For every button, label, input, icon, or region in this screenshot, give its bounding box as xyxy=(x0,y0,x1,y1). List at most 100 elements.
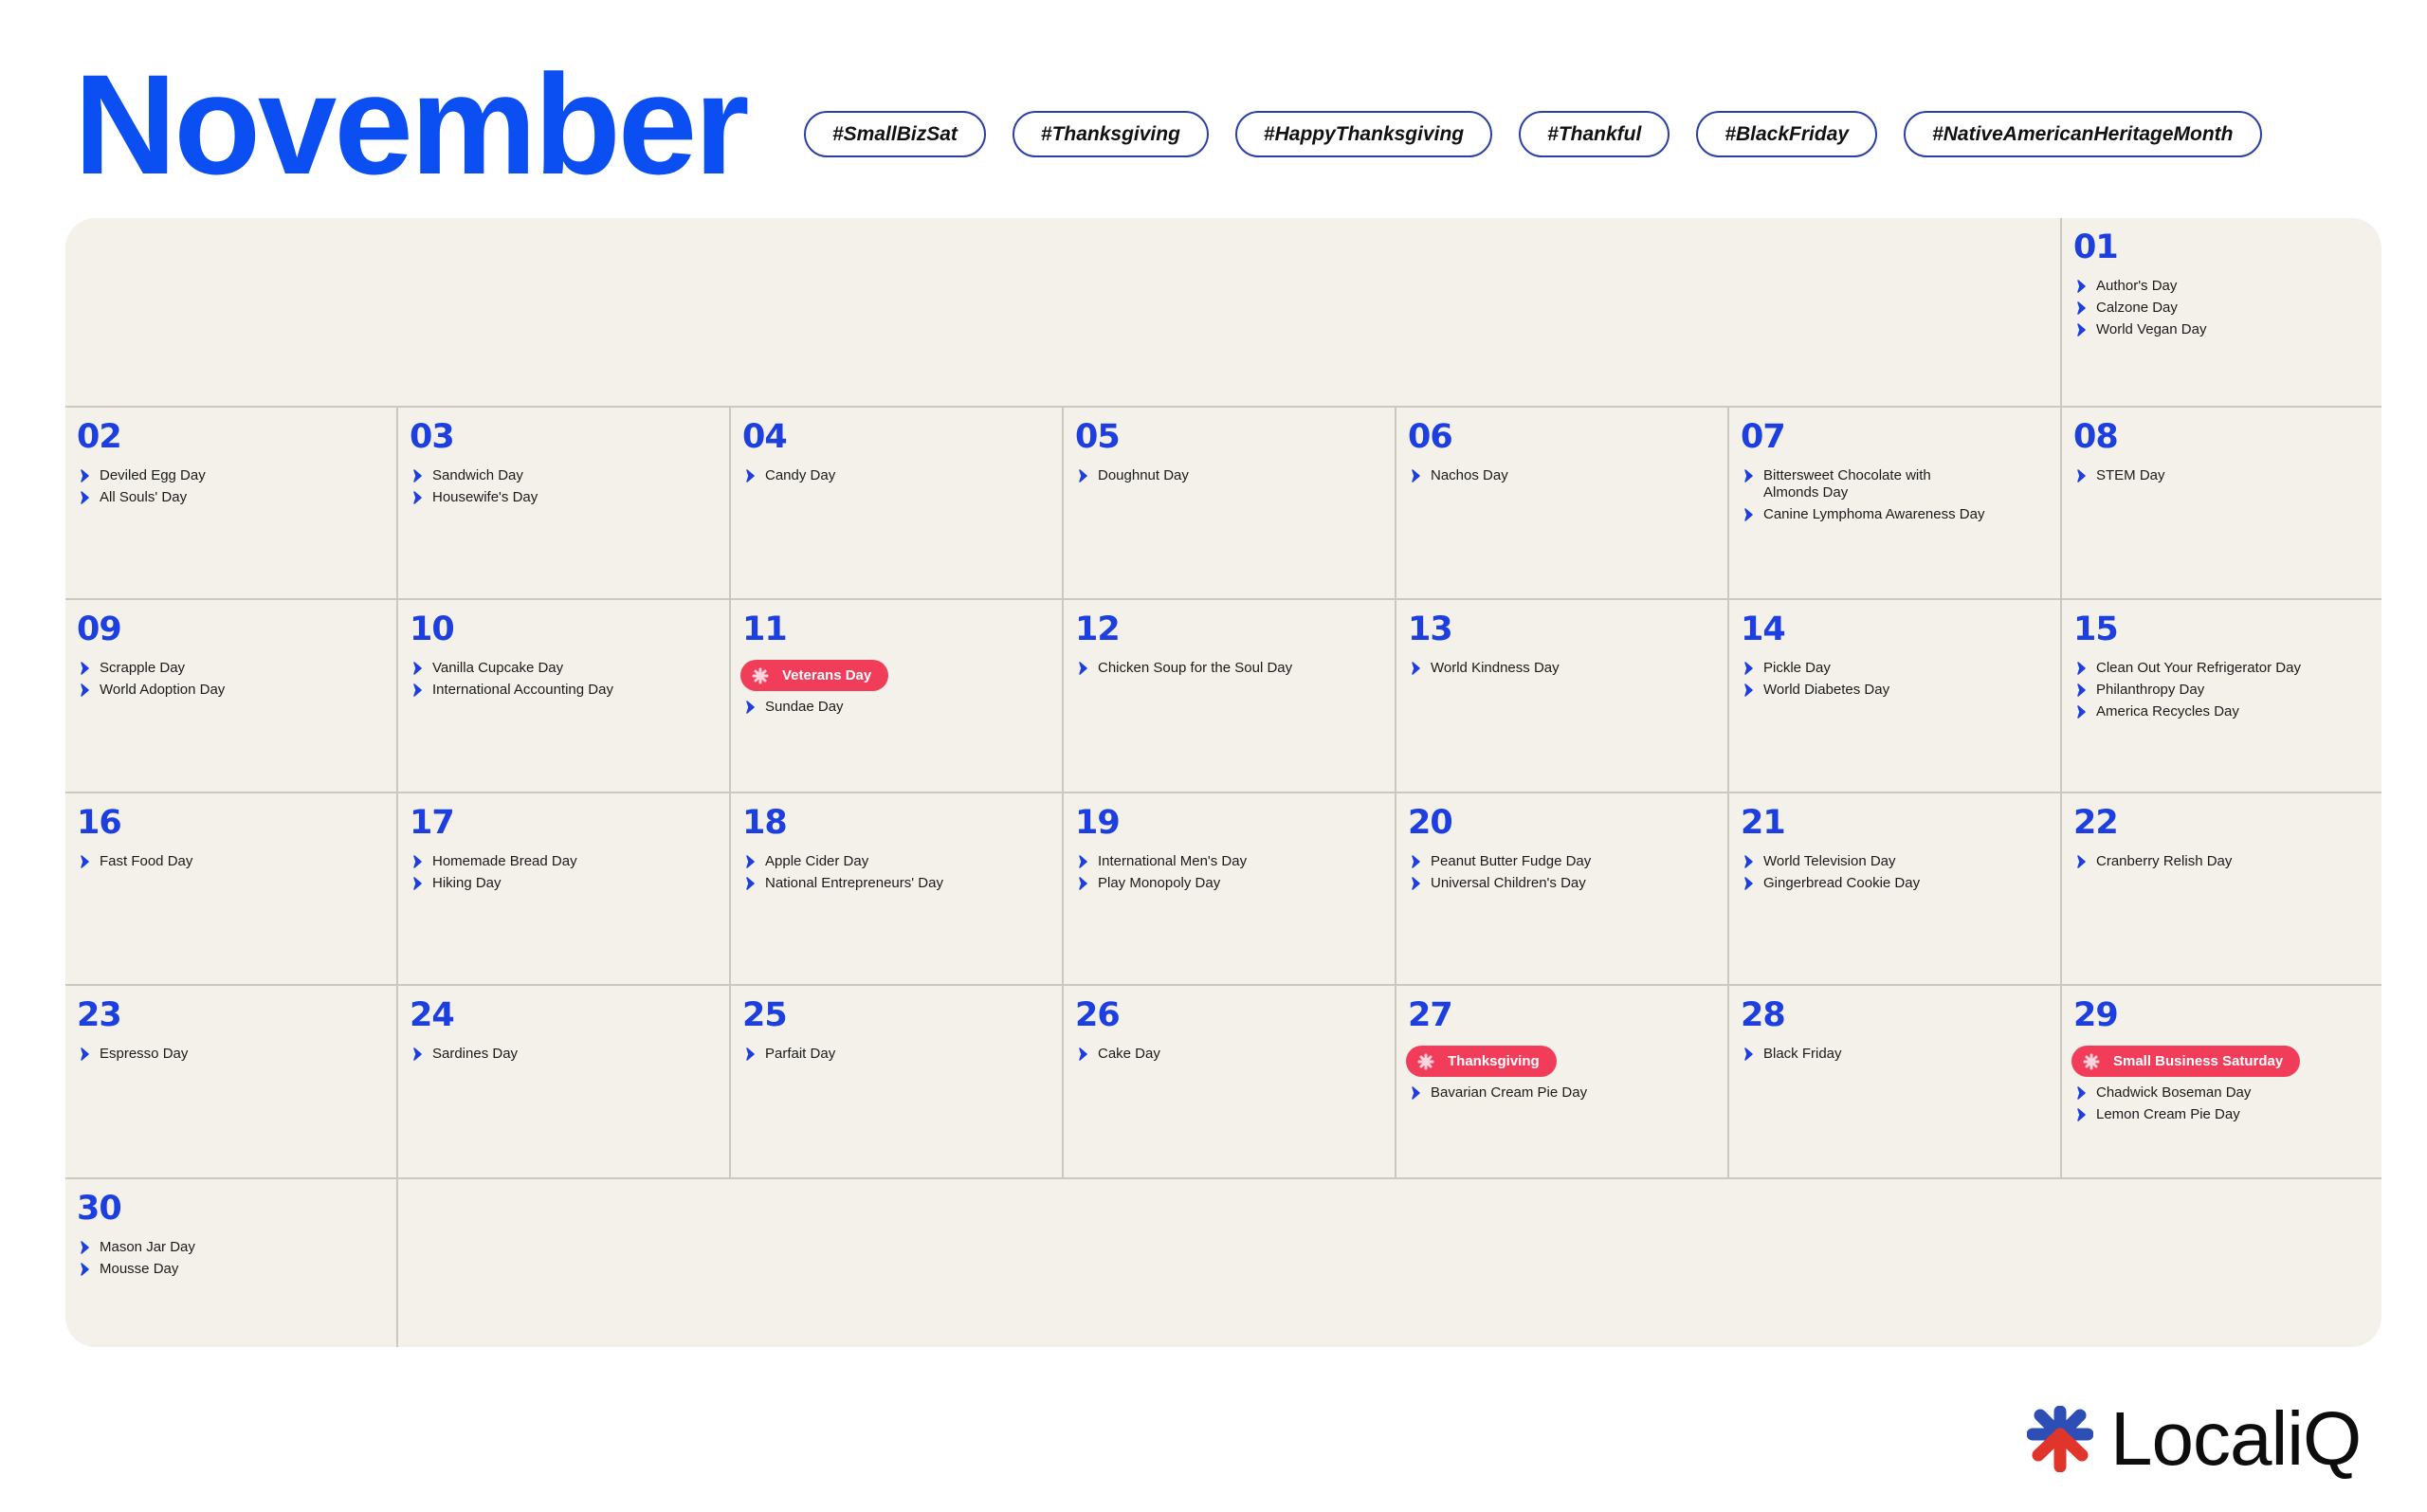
event-item: Espresso Day xyxy=(77,1046,323,1063)
arrow-bullet-icon xyxy=(1079,662,1087,675)
arrow-bullet-icon xyxy=(413,1047,422,1061)
event-item: Bittersweet Chocolate with Almonds Day xyxy=(1741,467,1987,501)
arrow-bullet-icon xyxy=(413,683,422,697)
event-item: Bavarian Cream Pie Day xyxy=(1408,1084,1654,1102)
day-number: 12 xyxy=(1075,610,1121,648)
event-item: World Kindness Day xyxy=(1408,660,1654,677)
event-item: Canine Lymphoma Awareness Day xyxy=(1741,506,1987,523)
day-cell: 01 Author's Day Calzone Day World Vegan Day xyxy=(2062,218,2381,408)
arrow-bullet-icon xyxy=(746,1047,755,1061)
day-number: 02 xyxy=(77,418,122,456)
arrow-bullet-icon xyxy=(1744,662,1753,675)
arrow-bullet-icon xyxy=(1744,683,1753,697)
day-cell: 16 Fast Food Day xyxy=(65,793,398,986)
event-item: All Souls' Day xyxy=(77,489,323,506)
arrow-bullet-icon xyxy=(746,469,755,483)
event-label: Bavarian Cream Pie Day xyxy=(1431,1084,1588,1101)
arrow-bullet-icon xyxy=(81,491,89,504)
day-cell: 30 Mason Jar Day Mousse Day xyxy=(65,1179,398,1347)
arrow-bullet-icon xyxy=(1744,1047,1753,1061)
day-number: 08 xyxy=(2073,418,2119,456)
arrow-bullet-icon xyxy=(2077,469,2086,483)
day-number: 21 xyxy=(1741,804,1786,842)
arrow-bullet-icon xyxy=(746,701,755,714)
day-cell: 12 Chicken Soup for the Soul Day xyxy=(1064,600,1396,793)
event-item: Mousse Day xyxy=(77,1261,323,1278)
event-label: Apple Cider Day xyxy=(765,853,869,869)
localiq-logo: LocaliQ xyxy=(2027,1396,2362,1481)
event-item: Chicken Soup for the Soul Day xyxy=(1075,660,1322,677)
day-cell: 10 Vanilla Cupcake Day International Accou… xyxy=(398,600,731,793)
event-label: Candy Day xyxy=(765,467,836,483)
day-cell: 06 Nachos Day xyxy=(1396,408,1729,600)
arrow-bullet-icon xyxy=(1744,508,1753,521)
event-item: Peanut Butter Fudge Day xyxy=(1408,853,1654,870)
empty-week-cells xyxy=(65,218,2062,408)
empty-trailing-cells xyxy=(398,1179,2381,1347)
event-label: International Accounting Day xyxy=(432,682,613,698)
calendar-grid: 01 Author's Day Calzone Day World Vegan Day… xyxy=(65,218,2381,1347)
day-number: 15 xyxy=(2073,610,2119,648)
hashtag-pill: #NativeAmericanHeritageMonth xyxy=(1904,111,2262,157)
event-label: International Men's Day xyxy=(1098,853,1248,869)
day-number: 25 xyxy=(742,996,788,1034)
arrow-bullet-icon xyxy=(81,1047,89,1061)
event-label: America Recycles Day xyxy=(2096,703,2239,720)
day-number: 01 xyxy=(2073,228,2119,266)
event-item: Mason Jar Day xyxy=(77,1239,323,1256)
event-label: Cranberry Relish Day xyxy=(2096,853,2233,869)
day-number: 04 xyxy=(742,418,788,456)
event-item: Cranberry Relish Day xyxy=(2073,853,2320,870)
event-label: World Television Day xyxy=(1763,853,1896,869)
hashtag-pill: #HappyThanksgiving xyxy=(1234,111,1493,157)
event-item: Nachos Day xyxy=(1408,467,1654,484)
day-number: 24 xyxy=(410,996,455,1034)
arrow-bullet-icon xyxy=(2077,323,2086,337)
arrow-bullet-icon xyxy=(81,662,89,675)
holiday-label: Thanksgiving xyxy=(1448,1053,1540,1069)
event-label: Mason Jar Day xyxy=(100,1239,195,1255)
event-item: Deviled Egg Day xyxy=(77,467,323,484)
day-cell: 09 Scrapple Day World Adoption Day xyxy=(65,600,398,793)
event-label: Chicken Soup for the Soul Day xyxy=(1098,660,1293,676)
event-item: Lemon Cream Pie Day xyxy=(2073,1106,2320,1123)
arrow-bullet-icon xyxy=(746,855,755,868)
event-label: Calzone Day xyxy=(2096,300,2178,316)
event-label: World Diabetes Day xyxy=(1763,682,1890,698)
event-label: World Adoption Day xyxy=(100,682,226,698)
event-item: Scrapple Day xyxy=(77,660,323,677)
event-label: Peanut Butter Fudge Day xyxy=(1431,853,1592,869)
day-cell: 15 Clean Out Your Refrigerator Day Philant… xyxy=(2062,600,2381,793)
hashtag-pill: #BlackFriday xyxy=(1696,111,1878,157)
event-item: Apple Cider Day xyxy=(742,853,989,870)
sparkle-icon xyxy=(2083,1053,2100,1069)
day-cell: 29 Small Business Saturday Chadwick Bosema… xyxy=(2062,986,2381,1179)
event-label: Homemade Bread Day xyxy=(432,853,577,869)
arrow-bullet-icon xyxy=(2077,1108,2086,1121)
arrow-bullet-icon xyxy=(1079,1047,1087,1061)
logo-text: LocaliQ xyxy=(2110,1396,2362,1481)
holiday-badge: Veterans Day xyxy=(740,660,889,691)
event-item: World Adoption Day xyxy=(77,682,323,699)
day-number: 29 xyxy=(2073,996,2119,1034)
event-item: Calzone Day xyxy=(2073,300,2320,317)
arrow-bullet-icon xyxy=(413,877,422,890)
event-item: Philanthropy Day xyxy=(2073,682,2320,699)
event-item: International Accounting Day xyxy=(410,682,656,699)
event-item: World Diabetes Day xyxy=(1741,682,1987,699)
arrow-bullet-icon xyxy=(2077,301,2086,315)
arrow-bullet-icon xyxy=(746,877,755,890)
arrow-bullet-icon xyxy=(81,855,89,868)
arrow-bullet-icon xyxy=(1079,877,1087,890)
event-item: Doughnut Day xyxy=(1075,467,1322,484)
event-label: All Souls' Day xyxy=(100,489,188,505)
day-number: 05 xyxy=(1075,418,1121,456)
day-cell: 18 Apple Cider Day National Entrepreneurs'… xyxy=(731,793,1064,986)
arrow-bullet-icon xyxy=(1412,469,1420,483)
hashtag-pill: #Thankful xyxy=(1519,111,1670,157)
day-cell: 23 Espresso Day xyxy=(65,986,398,1179)
event-item: America Recycles Day xyxy=(2073,703,2320,720)
event-label: Sundae Day xyxy=(765,699,844,715)
event-label: Gingerbread Cookie Day xyxy=(1763,875,1921,891)
arrow-bullet-icon xyxy=(1744,855,1753,868)
